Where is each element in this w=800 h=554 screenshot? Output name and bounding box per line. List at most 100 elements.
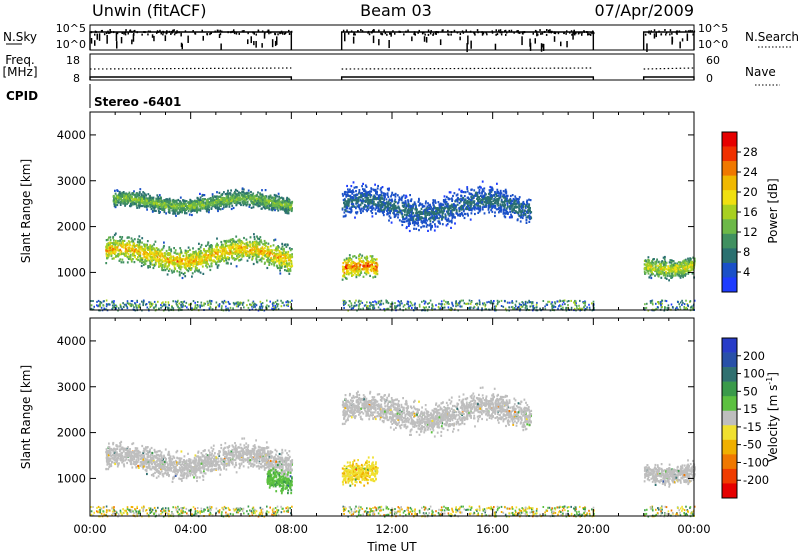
power-noise-cell	[137, 304, 140, 307]
power-scatter-cell	[268, 255, 270, 258]
power-scatter-cell	[275, 260, 278, 263]
sky-noise-point	[372, 29, 374, 32]
power-scatter-cell	[393, 200, 396, 203]
power-noise-cell	[660, 300, 662, 303]
power-noise-cell	[579, 299, 581, 302]
power-noise-cell	[281, 301, 284, 304]
power-scatter-cell	[227, 194, 230, 197]
power-scatter-cell	[137, 249, 140, 252]
power-noise-cell	[678, 303, 680, 306]
power-scatter-cell	[288, 206, 291, 209]
power-scatter-cell	[252, 246, 255, 249]
power-scatter-cell	[248, 203, 251, 207]
sky-noise-point	[354, 33, 356, 36]
power-scatter-cell	[175, 214, 177, 217]
power-scatter-cell	[124, 243, 127, 246]
power-scatter-cell	[165, 212, 167, 215]
power-scatter-cell	[258, 237, 261, 241]
sky-noise-point	[517, 30, 519, 32]
power-noise-cell	[130, 300, 133, 302]
power-scatter-cell	[214, 260, 217, 263]
power-noise-cell	[547, 300, 549, 303]
power-scatter-cell	[229, 193, 232, 196]
power-noise-cell	[141, 300, 143, 303]
power-scatter-cell	[281, 242, 284, 245]
sky-noise-point	[270, 31, 272, 34]
power-scatter-cell	[188, 264, 191, 267]
sky-noise-point	[593, 32, 595, 35]
power-noise-cell	[355, 299, 357, 302]
power-scatter-cell	[271, 202, 273, 205]
power-noise-cell	[218, 303, 221, 306]
power-scatter-cell	[241, 255, 244, 258]
power-noise-cell	[167, 307, 170, 310]
power-noise-cell	[98, 304, 100, 307]
power-scatter-cell	[178, 271, 181, 274]
power-scatter-cell	[163, 254, 166, 257]
sky-noise-point	[435, 31, 438, 33]
power-scatter-cell	[197, 209, 199, 212]
power-scatter-cell	[146, 243, 148, 246]
power-noise-cell	[657, 301, 659, 304]
power-scatter-cell	[184, 249, 187, 252]
power-scatter-cell	[157, 204, 160, 207]
power-noise-cell	[181, 306, 183, 309]
power-noise-cell	[366, 305, 368, 308]
power-scatter-cell	[372, 276, 375, 279]
power-noise-cell	[685, 299, 687, 302]
power-noise-cell	[475, 303, 477, 305]
power-scatter-cell	[244, 196, 247, 199]
power-scatter-cell	[240, 258, 243, 261]
sky-noise-point	[553, 36, 556, 42]
power-scatter-cell	[280, 257, 283, 260]
power-noise-cell	[469, 307, 471, 309]
power-scatter-cell	[267, 255, 270, 258]
power-scatter-cell	[222, 243, 224, 246]
power-scatter-cell	[269, 245, 272, 248]
sky-noise-point	[162, 31, 165, 34]
power-scatter-cell	[182, 258, 184, 261]
power-scatter-cell	[201, 255, 204, 259]
power-scatter-cell	[185, 207, 188, 210]
power-scatter-cell	[113, 233, 116, 237]
power-noise-cell	[102, 304, 105, 307]
power-noise-cell	[215, 305, 217, 308]
power-scatter-cell	[200, 263, 202, 266]
sky-noise-ytick-bottom: 10^0	[56, 38, 86, 51]
power-scatter-cell	[145, 260, 148, 263]
power-noise-cell	[180, 301, 182, 303]
power-noise-cell	[275, 303, 278, 305]
power-scatter-cell	[288, 257, 291, 260]
power-scatter-cell	[237, 199, 240, 202]
sky-noise-point	[172, 29, 174, 32]
power-noise-cell	[107, 303, 109, 306]
power-scatter-cell	[232, 257, 235, 260]
power-scatter-cell	[121, 200, 124, 203]
power-scatter-cell	[235, 235, 238, 238]
power-scatter-cell	[215, 200, 217, 204]
power-scatter-cell	[283, 243, 286, 247]
power-scatter-cell	[106, 244, 108, 248]
power-noise-cell	[119, 303, 122, 306]
sky-noise-point	[581, 33, 583, 36]
power-noise-cell	[447, 301, 449, 303]
sky-noise-point	[477, 31, 479, 34]
power-scatter-cell	[113, 249, 116, 253]
power-scatter-cell	[163, 210, 166, 214]
power-scatter-cell	[161, 248, 164, 251]
power-noise-cell	[123, 306, 125, 309]
power-scatter-cell	[238, 251, 241, 254]
power-noise-cell	[387, 307, 390, 310]
power-scatter-cell	[184, 266, 187, 269]
sky-noise-point	[141, 33, 143, 36]
power-scatter-cell	[173, 264, 176, 267]
power-noise-cell	[350, 308, 353, 311]
power-scatter-cell	[363, 256, 366, 259]
power-noise-cell	[581, 307, 583, 310]
sky-noise-point	[671, 37, 674, 43]
power-scatter-cell	[267, 260, 270, 263]
power-noise-cell	[535, 303, 538, 306]
sky-noise-point	[209, 33, 211, 36]
power-noise-cell	[497, 301, 499, 304]
power-scatter-cell	[208, 254, 211, 257]
